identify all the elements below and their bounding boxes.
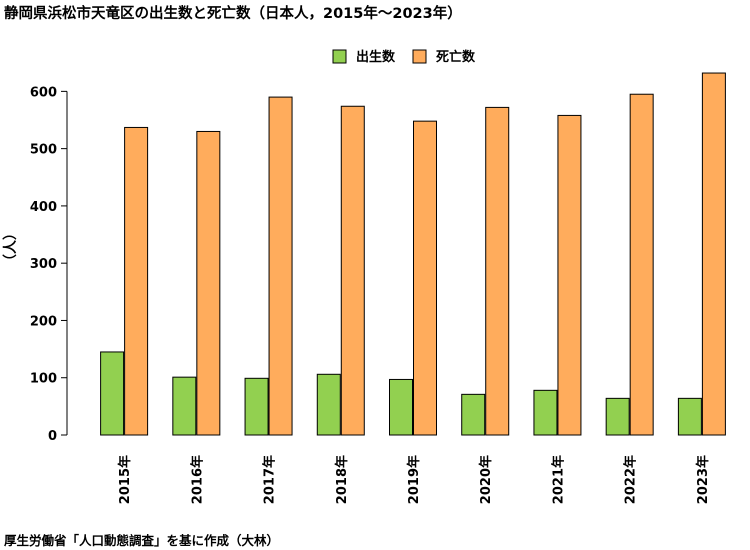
bar-births xyxy=(389,378,413,436)
chart-title: 静岡県浜松市天竜区の出生数と死亡数（日本人，2015年～2023年） xyxy=(4,6,462,22)
bar-births xyxy=(533,389,558,436)
bar-deaths xyxy=(701,72,726,436)
x-tick-label: 2023年 xyxy=(695,455,711,504)
y-tick-label: 300 xyxy=(30,257,57,272)
legend-label: 出生数 xyxy=(356,49,396,65)
bar-deaths xyxy=(629,93,654,436)
y-axis-label: （人） xyxy=(2,226,19,268)
x-tick-label: 2019年 xyxy=(406,455,422,504)
bar-deaths xyxy=(413,120,437,436)
legend-label: 死亡数 xyxy=(436,49,476,65)
bar-births xyxy=(677,397,702,436)
x-tick-label: 2020年 xyxy=(478,455,494,504)
x-tick-label: 2015年 xyxy=(117,455,133,504)
y-tick-label: 200 xyxy=(30,314,57,329)
bar-births xyxy=(461,393,486,436)
bar-deaths xyxy=(268,96,293,436)
x-tick-label: 2018年 xyxy=(334,455,350,504)
x-tick-label: 2016年 xyxy=(189,455,205,504)
bar-deaths xyxy=(485,106,510,436)
y-tick-label: 500 xyxy=(30,143,57,158)
bar-births xyxy=(316,373,341,436)
bars xyxy=(100,72,726,436)
bar-deaths xyxy=(196,130,221,436)
bar-deaths xyxy=(557,114,582,436)
x-tick-label: 2017年 xyxy=(262,455,278,504)
bar-deaths xyxy=(124,126,149,436)
bar-deaths xyxy=(340,105,365,436)
bar-births xyxy=(605,397,630,436)
x-axis-labels: 2015年 2016年 2017年 2018年 2019年 2020年 2021年 2022年… xyxy=(117,455,711,504)
y-tick-label: 0 xyxy=(48,429,57,444)
y-axis: 0 100 200 300 400 500 600 xyxy=(30,85,68,444)
x-tick-label: 2021年 xyxy=(550,455,566,504)
y-tick-label: 600 xyxy=(30,85,57,100)
chart-source: 厚生労働省「人口動態調査」を基に作成（大林） xyxy=(4,533,280,548)
x-tick-label: 2022年 xyxy=(623,455,639,504)
legend: 出生数 死亡数 xyxy=(332,49,476,65)
y-tick-label: 100 xyxy=(30,372,57,387)
bar-births xyxy=(100,351,125,436)
legend-swatch xyxy=(332,49,347,64)
legend-swatch xyxy=(412,49,427,64)
bar-births xyxy=(172,376,197,436)
y-tick-label: 400 xyxy=(30,200,57,215)
bar-births xyxy=(244,377,269,436)
